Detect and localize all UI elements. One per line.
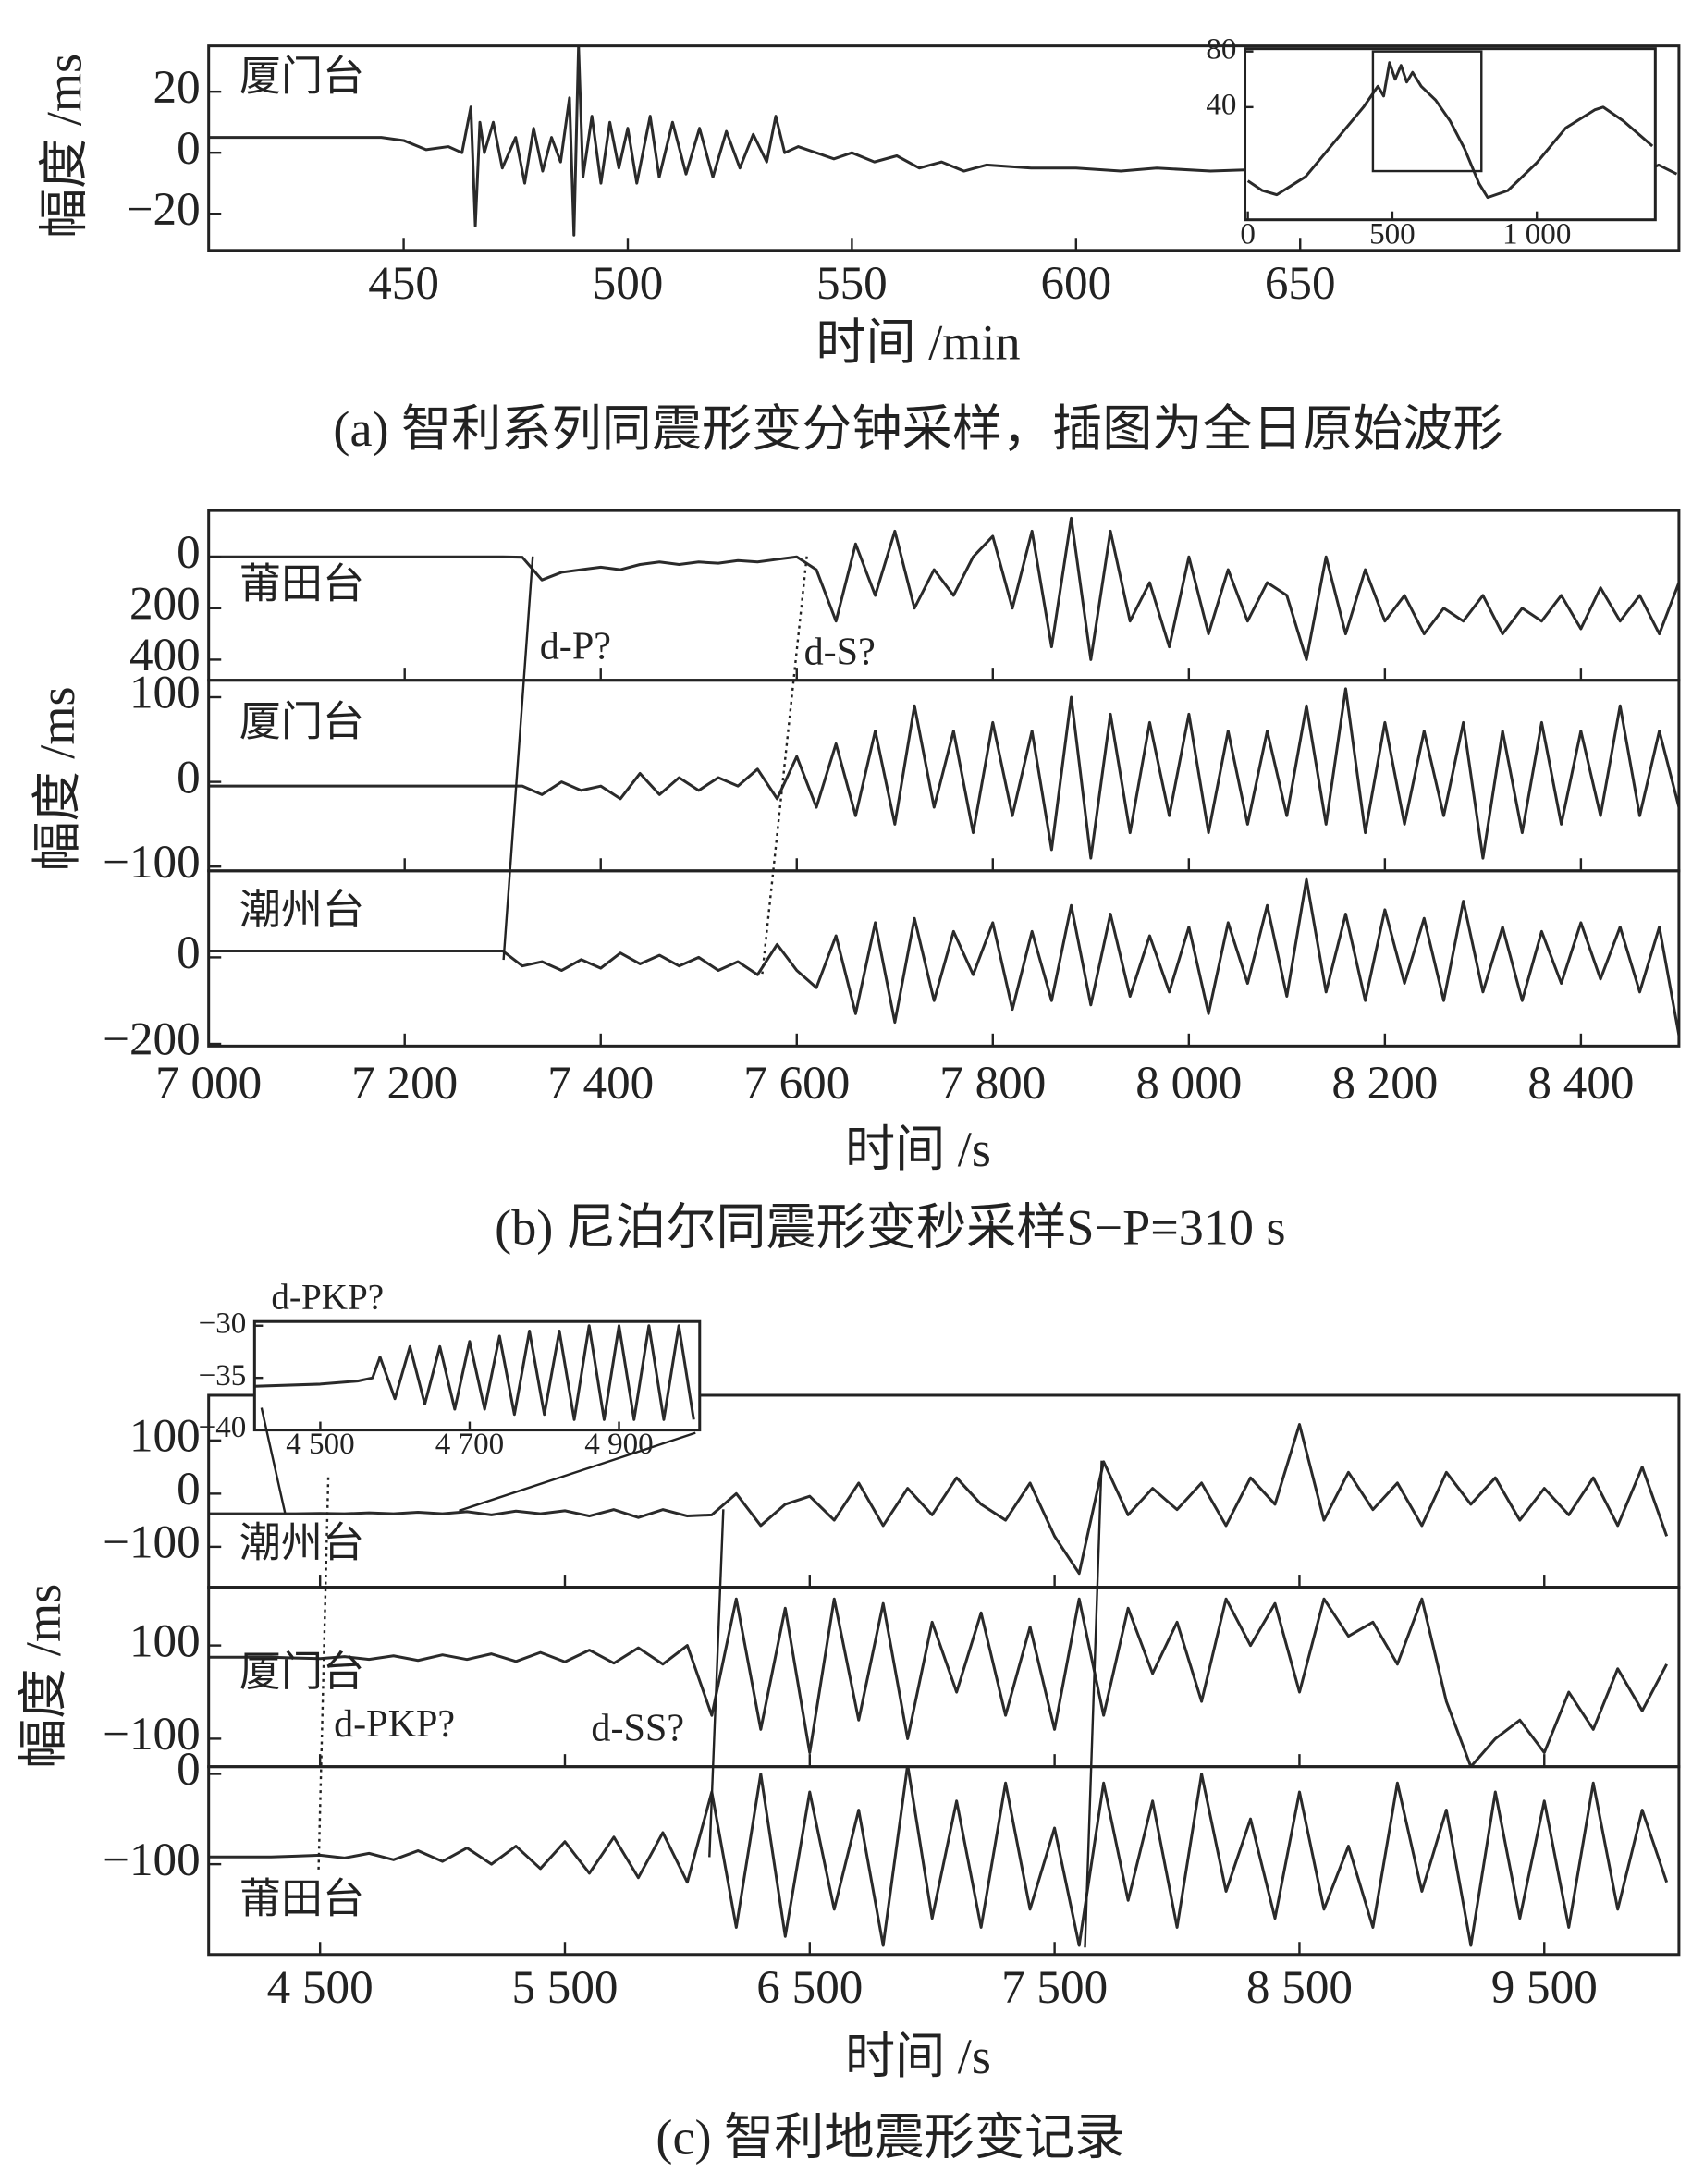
x-tick-label: 9 500 (1491, 1961, 1598, 2014)
y-tick-label: 20 (153, 61, 201, 114)
phase-label: d-SS? (591, 1707, 684, 1750)
station-label: 潮州台 (239, 887, 364, 933)
phase-label: d-PKP? (334, 1702, 455, 1746)
x-tick-label: 600 (1040, 257, 1111, 310)
waveform (208, 45, 1678, 237)
x-tick-label: 4 500 (286, 1428, 354, 1461)
y-tick-label: 100 (129, 667, 201, 719)
phase-label: d-P? (540, 624, 611, 668)
x-tick-label: 1 000 (1502, 217, 1571, 251)
x-tick-label: 8 400 (1527, 1057, 1634, 1110)
axes-frame (252, 1319, 702, 1432)
y-tick-label: −30 (199, 1307, 247, 1340)
x-tick-label: 7 600 (743, 1057, 850, 1110)
y-tick-label: 0 (177, 526, 201, 579)
axes-frame (207, 679, 1681, 873)
x-tick-label: 5 500 (511, 1961, 618, 2014)
station-label: 莆田台 (239, 1875, 364, 1921)
y-tick-label: −100 (103, 836, 201, 889)
y-tick-label: 100 (129, 1614, 201, 1667)
waveform (208, 687, 1679, 860)
station-label: 厦门台 (239, 699, 364, 745)
y-tick-label: −200 (103, 1013, 201, 1066)
x-tick-label: 7 500 (1001, 1961, 1108, 2014)
x-tick-label: 7 400 (547, 1057, 654, 1110)
waveform (208, 1766, 1669, 1947)
y-tick-label: −35 (199, 1359, 247, 1393)
y-tick-label: −100 (103, 1708, 201, 1761)
waveform (208, 516, 1679, 661)
y-tick-label: 80 (1206, 32, 1236, 66)
y-tick-label: 0 (177, 1743, 201, 1796)
station-label: 潮州台 (239, 1519, 364, 1565)
ss-pick-line (708, 1509, 725, 1858)
x-tick-label: 650 (1265, 257, 1336, 310)
y-tick-label: 0 (177, 751, 201, 804)
y-tick-label: −40 (199, 1411, 247, 1444)
s-pick-line (761, 556, 808, 975)
x-tick-label: 500 (1369, 217, 1416, 251)
y-tick-label: 200 (129, 578, 201, 631)
axes-frame (207, 1765, 1681, 1957)
station-label: 厦门台 (239, 54, 364, 100)
zoom-box (1371, 50, 1483, 173)
waveform (208, 1597, 1668, 1767)
x-tick-label: 4 900 (584, 1428, 653, 1461)
phase-label: d-S? (804, 630, 876, 673)
y-tick-label: 400 (129, 629, 201, 681)
x-axis-label: 时间 /min (815, 315, 1020, 371)
x-axis-label: 时间 /s (845, 2029, 991, 2084)
y-tick-label: −100 (103, 1834, 201, 1886)
waveform (254, 1324, 695, 1421)
waveform (208, 1423, 1669, 1576)
x-tick-label: 8 000 (1135, 1057, 1242, 1110)
station-label: 莆田台 (239, 561, 364, 607)
waveform (1246, 61, 1654, 200)
x-axis-label: 时间 /s (845, 1122, 991, 1177)
x-tick-label: 7 200 (351, 1057, 458, 1110)
x-tick-label: 7 000 (155, 1057, 262, 1110)
x-tick-label: 4 700 (435, 1428, 504, 1461)
pkp-pick-line (317, 1477, 330, 1871)
axes-frame (207, 869, 1681, 1048)
p-pick-line (502, 556, 534, 961)
y-axis-label: 幅度 /ms (37, 54, 92, 239)
y-tick-label: 40 (1206, 88, 1236, 121)
y-axis-label: 幅度 /ms (30, 686, 85, 871)
y-tick-label: 0 (177, 1463, 201, 1515)
axes-frame (207, 509, 1681, 682)
x-tick-label: 550 (816, 257, 888, 310)
waveform (208, 877, 1679, 1036)
y-tick-label: 100 (129, 1410, 201, 1463)
y-axis-label: 幅度 /ms (16, 1584, 71, 1769)
overlays (260, 50, 1483, 1948)
y-tick-label: −100 (103, 1516, 201, 1569)
x-tick-label: 4 500 (267, 1961, 374, 2014)
y-tick-label: 0 (177, 926, 201, 979)
x-tick-label: 450 (368, 257, 439, 310)
x-tick-label: 8 500 (1246, 1961, 1353, 2014)
y-tick-label: −20 (127, 183, 201, 236)
axes-frame (1244, 47, 1657, 222)
caption: (c) 智利地震形变记录 (656, 2109, 1124, 2165)
x-tick-label: 0 (1240, 217, 1256, 251)
x-tick-label: 7 800 (939, 1057, 1046, 1110)
x-tick-label: 8 200 (1331, 1057, 1438, 1110)
phase-label: d-PKP? (271, 1278, 384, 1318)
inset-arrow (459, 1431, 696, 1512)
axes-frame (207, 44, 1681, 252)
caption: (b) 尼泊尔同震形变秒采样S−P=310 s (495, 1199, 1285, 1255)
y-tick-label: 0 (177, 122, 201, 175)
x-tick-label: 500 (593, 257, 664, 310)
pick-line (1084, 1460, 1103, 1948)
station-label: 厦门台 (239, 1649, 364, 1695)
caption: (a) 智利系列同震形变分钟采样，插图为全日原始波形 (333, 401, 1502, 457)
inset-arrow (260, 1407, 287, 1515)
inset-background (1244, 48, 1656, 220)
x-tick-label: 6 500 (756, 1961, 863, 2014)
